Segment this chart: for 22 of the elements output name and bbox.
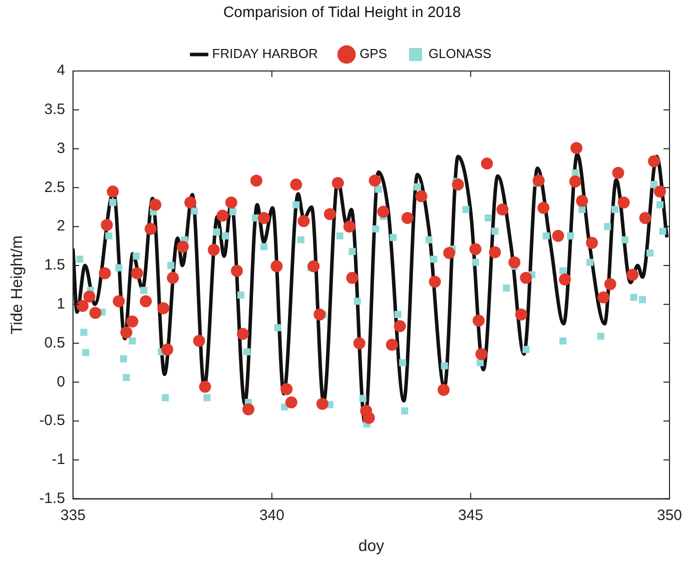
- y-tick-label: 4: [56, 62, 66, 80]
- y-tick-label: -0.5: [39, 412, 66, 430]
- y-tick-label: 1: [56, 295, 66, 312]
- y-tick-label: 2: [56, 218, 66, 235]
- x-tick-label: 350: [656, 506, 682, 524]
- chart-title: Comparision of Tidal Height in 2018: [223, 4, 461, 22]
- y-tick-label: -1: [52, 451, 66, 468]
- y-tick-label: 0: [56, 373, 66, 390]
- x-axis-title: doy: [358, 538, 384, 555]
- y-tick-label: 3.5: [44, 101, 66, 118]
- y-tick-label: 3: [56, 140, 66, 157]
- legend-label: GPS: [360, 46, 388, 62]
- y-tick-label: 0.5: [44, 334, 66, 352]
- y-axis-title: Tide Height/m: [9, 235, 26, 334]
- legend-label: GLONASS: [428, 46, 492, 62]
- x-tick-label: 340: [259, 506, 284, 524]
- x-tick-label: 345: [458, 506, 484, 524]
- y-tick-label: -1.5: [39, 490, 66, 507]
- y-tick-label: 2.5: [44, 178, 66, 196]
- legend-label: FRIDAY HARBOR: [212, 46, 318, 62]
- y-tick-label: 1.5: [44, 256, 66, 274]
- x-tick-label: 335: [60, 506, 86, 524]
